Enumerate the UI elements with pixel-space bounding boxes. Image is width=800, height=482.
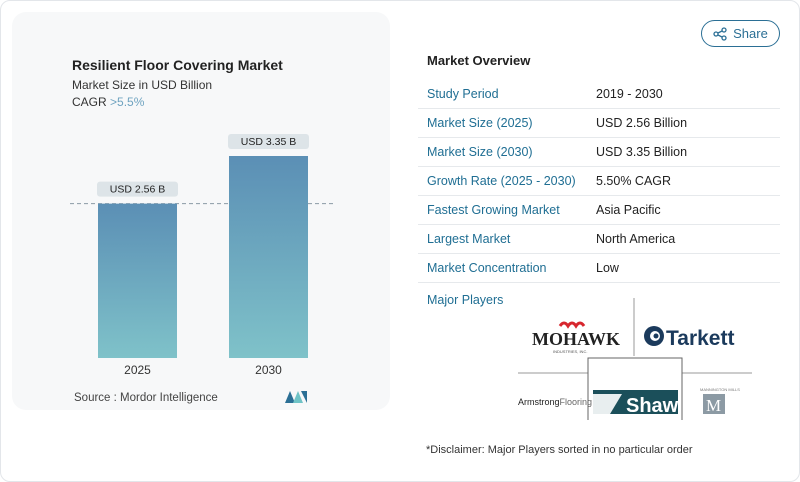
overview-row-label: Fastest Growing Market — [427, 203, 560, 217]
overview-row-label: Market Size (2030) — [427, 145, 533, 159]
data-label-bg — [97, 181, 178, 197]
svg-text:MANNINGTON MILLS: MANNINGTON MILLS — [700, 387, 740, 392]
chart-subtitle: Market Size in USD Billion — [72, 78, 213, 92]
svg-text:Tarkett: Tarkett — [666, 327, 734, 350]
overview-row-value: 5.50% CAGR — [596, 174, 672, 188]
bar-chart: USD 2.56 B 2025 USD 3.35 B 2030 — [70, 134, 336, 377]
overview-row-value: USD 3.35 Billion — [596, 145, 688, 159]
overview-row: Growth Rate (2025 - 2030) 5.50% CAGR — [418, 167, 780, 196]
mordor-intelligence-logo — [285, 391, 307, 403]
data-label: USD 3.35 B — [241, 136, 296, 148]
bar-2025 — [98, 203, 177, 358]
x-tick-label: 2030 — [255, 363, 282, 377]
overview-row: Market Concentration Low — [418, 254, 780, 283]
overview-row-value: USD 2.56 Billion — [596, 116, 688, 130]
overview-row-value: Asia Pacific — [596, 203, 661, 217]
overview-row: Market Size (2030) USD 3.35 Billion — [418, 138, 780, 167]
overview-row-label: Market Size (2025) — [427, 116, 533, 130]
share-label: Share — [733, 26, 768, 41]
tarkett-logo: Tarkett — [644, 326, 734, 350]
armstrong-logo: ArmstrongFlooring — [518, 397, 592, 407]
mannington-logo: MANNINGTON MILLS M — [700, 387, 740, 415]
share-icon — [713, 26, 727, 41]
overview-row-label: Study Period — [427, 87, 499, 101]
cagr: CAGR >5.5% — [72, 95, 144, 109]
overview-row-label: Growth Rate (2025 - 2030) — [427, 174, 576, 188]
overview-row: Fastest Growing Market Asia Pacific — [418, 196, 780, 225]
bar-2030 — [229, 156, 308, 358]
svg-text:Shaw: Shaw — [626, 395, 679, 417]
svg-text:INDUSTRIES, INC.: INDUSTRIES, INC. — [553, 349, 587, 354]
data-label: USD 2.56 B — [110, 184, 165, 196]
cagr-label: CAGR — [72, 95, 107, 109]
overview-row: Largest Market North America — [418, 225, 780, 254]
overview-row: Study Period 2019 - 2030 — [418, 80, 780, 109]
x-tick-label: 2025 — [124, 363, 151, 377]
svg-text:M: M — [706, 396, 721, 415]
major-players-logos: MOHAWK INDUSTRIES, INC. Tarkett Armstron… — [518, 298, 752, 420]
cagr-value: >5.5% — [110, 95, 145, 109]
overview-row-label: Market Concentration — [427, 261, 547, 275]
shaw-logo: Shaw — [593, 390, 679, 417]
chart-title: Resilient Floor Covering Market — [72, 57, 283, 73]
overview-title: Market Overview — [427, 53, 531, 68]
overview-row-label: Largest Market — [427, 232, 511, 246]
data-label-bg — [228, 134, 309, 149]
share-button[interactable]: Share — [701, 20, 780, 47]
overview-row-value: Low — [596, 261, 619, 275]
overview-row-value: North America — [596, 232, 676, 246]
disclaimer: *Disclaimer: Major Players sorted in no … — [426, 444, 693, 456]
source-text: Source : Mordor Intelligence — [74, 392, 218, 404]
svg-text:MOHAWK: MOHAWK — [532, 329, 620, 349]
overview-row: Market Size (2025) USD 2.56 Billion — [418, 109, 780, 138]
major-players-label: Major Players — [427, 293, 504, 307]
overview-row-value: 2019 - 2030 — [596, 87, 663, 101]
chart-panel — [12, 12, 390, 410]
mohawk-logo: MOHAWK INDUSTRIES, INC. — [532, 321, 620, 354]
